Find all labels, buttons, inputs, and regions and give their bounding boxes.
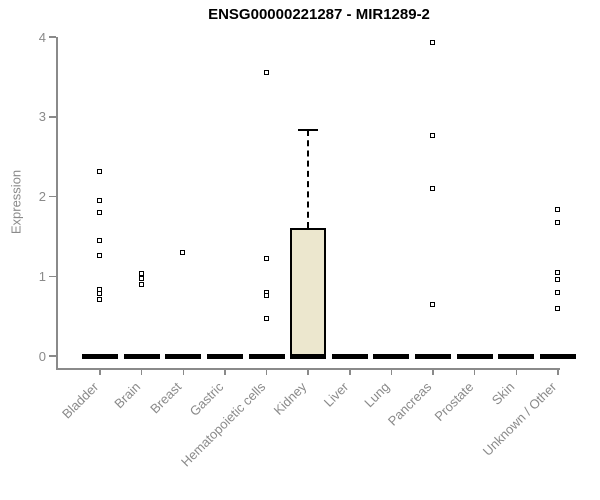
- outlier-point: [263, 69, 269, 75]
- outlier-point: [97, 198, 102, 204]
- outlier-point: [138, 275, 144, 281]
- y-axis-line: [56, 37, 58, 368]
- outlier-point: [554, 305, 560, 311]
- outlier-point: [554, 277, 560, 283]
- y-tick: [49, 116, 56, 118]
- outlier-point: [430, 39, 436, 45]
- outlier-point: [263, 255, 269, 261]
- x-tick: [515, 368, 518, 375]
- box-median-line: [539, 353, 576, 359]
- outlier-point: [554, 207, 560, 213]
- outlier-point: [138, 282, 144, 288]
- box-median-line: [165, 353, 202, 359]
- x-tick: [390, 368, 393, 375]
- outlier-point: [263, 316, 269, 322]
- x-tick: [99, 368, 101, 375]
- y-tick: [49, 195, 56, 198]
- x-tick: [224, 368, 226, 375]
- outlier-point: [554, 270, 560, 276]
- outlier-point: [97, 253, 102, 259]
- x-tick: [473, 368, 476, 375]
- x-tick: [432, 368, 434, 375]
- outlier-point: [97, 238, 102, 244]
- box-median-line: [206, 353, 243, 359]
- outlier-point: [97, 290, 102, 296]
- y-tick: [49, 355, 56, 357]
- y-tick-label: 3: [38, 109, 46, 125]
- box-median-line: [248, 353, 285, 359]
- outlier-point: [97, 168, 102, 174]
- x-tick: [349, 368, 351, 375]
- box-median-line: [415, 353, 452, 359]
- outlier-point: [263, 293, 269, 299]
- outlier-point: [554, 289, 560, 295]
- y-tick-label: 4: [38, 29, 46, 45]
- x-tick: [557, 368, 559, 375]
- x-tick: [182, 368, 185, 375]
- y-tick-label: 2: [38, 189, 46, 204]
- outlier-point: [554, 219, 560, 225]
- box-iqr: [290, 227, 327, 356]
- box-whisker-line: [307, 130, 310, 228]
- outlier-point: [430, 186, 436, 192]
- outlier-point: [430, 301, 436, 307]
- x-tick: [265, 368, 268, 375]
- box-median-line: [290, 353, 327, 359]
- box-median-line: [123, 353, 160, 359]
- box-median-line: [331, 353, 368, 359]
- outlier-point: [97, 297, 102, 303]
- box-median-line: [456, 353, 493, 359]
- x-tick: [140, 368, 143, 375]
- outlier-point: [430, 132, 436, 138]
- chart-title: ENSG00000221287 - MIR1289-2: [208, 6, 430, 23]
- box-median-line: [82, 353, 118, 359]
- y-tick-label: 0: [38, 348, 46, 364]
- box-median-line: [373, 353, 410, 359]
- outlier-point: [138, 270, 144, 276]
- x-tick: [307, 368, 309, 375]
- box-whisker-cap: [298, 129, 319, 132]
- outlier-point: [180, 250, 186, 256]
- y-tick-label: 1: [38, 268, 46, 284]
- y-tick: [49, 275, 56, 277]
- box-median-line: [498, 353, 535, 359]
- outlier-point: [97, 210, 102, 216]
- y-tick: [49, 36, 56, 38]
